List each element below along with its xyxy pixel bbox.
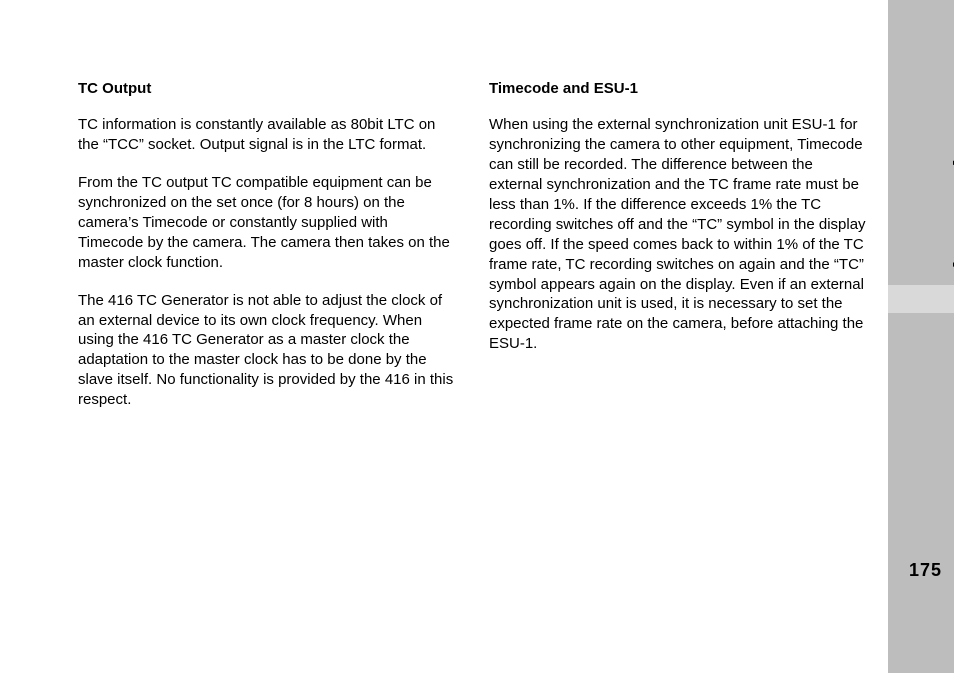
section-label: Timecode — [948, 140, 954, 288]
paragraph: When using the external synchronization … — [489, 115, 868, 354]
heading-tc-output: TC Output — [78, 80, 457, 97]
sidebar-tab — [888, 285, 954, 313]
sidebar: Timecode 175 — [888, 0, 954, 673]
page: Timecode 175 TC Output TC information is… — [0, 0, 954, 673]
page-number: 175 — [909, 560, 942, 581]
column-right: Timecode and ESU-1 When using the extern… — [489, 80, 868, 428]
content-area: TC Output TC information is constantly a… — [78, 80, 868, 428]
heading-timecode-esu1: Timecode and ESU-1 — [489, 80, 868, 97]
paragraph: TC information is constantly available a… — [78, 115, 457, 155]
column-left: TC Output TC information is constantly a… — [78, 80, 457, 428]
paragraph: The 416 TC Generator is not able to adju… — [78, 291, 457, 411]
paragraph: From the TC output TC compatible equipme… — [78, 173, 457, 273]
